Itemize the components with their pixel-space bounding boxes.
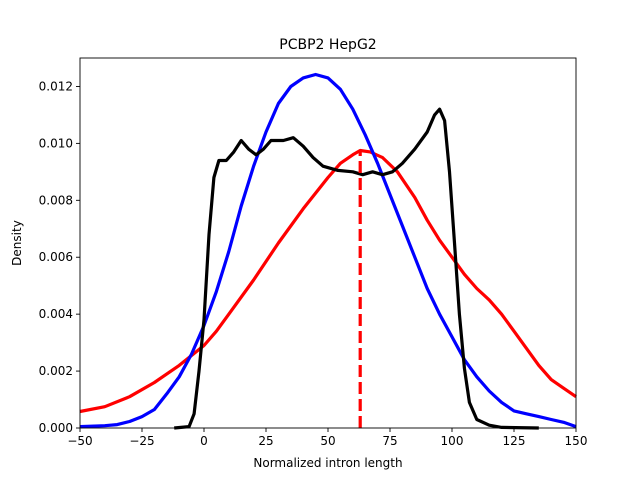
- x-tick-label: −50: [67, 434, 92, 448]
- axis-ticks: −50 −25 0 25 50 75 100 125 150 0.000 0.002 0.004 0.0…: [39, 79, 588, 448]
- y-tick-label: 0.000: [39, 421, 73, 435]
- y-tick-label: 0.002: [39, 364, 73, 378]
- y-tick-label: 0.006: [39, 250, 73, 264]
- chart-title: PCBP2 HepG2: [279, 37, 376, 53]
- series-line-0: [79, 148, 577, 414]
- x-tick-label: 75: [382, 434, 397, 448]
- series-line-2: [174, 107, 539, 430]
- x-tick-label: 50: [320, 434, 335, 448]
- plot-frame: [79, 57, 577, 429]
- x-tick-label: 150: [565, 434, 588, 448]
- x-tick-label: 25: [258, 434, 273, 448]
- x-tick-label: 100: [441, 434, 464, 448]
- y-tick-label: 0.010: [39, 136, 73, 150]
- y-tick-label: 0.012: [39, 79, 73, 93]
- x-tick-label: 0: [200, 434, 208, 448]
- y-tick-label: 0.004: [39, 307, 73, 321]
- series-line-1: [79, 72, 577, 429]
- x-tick-label: −25: [129, 434, 154, 448]
- x-axis-label: Normalized intron length: [253, 456, 402, 470]
- series-lines: [79, 72, 577, 430]
- x-tick-label: 125: [503, 434, 526, 448]
- y-axis-label: Density: [10, 220, 24, 266]
- y-tick-label: 0.008: [39, 193, 73, 207]
